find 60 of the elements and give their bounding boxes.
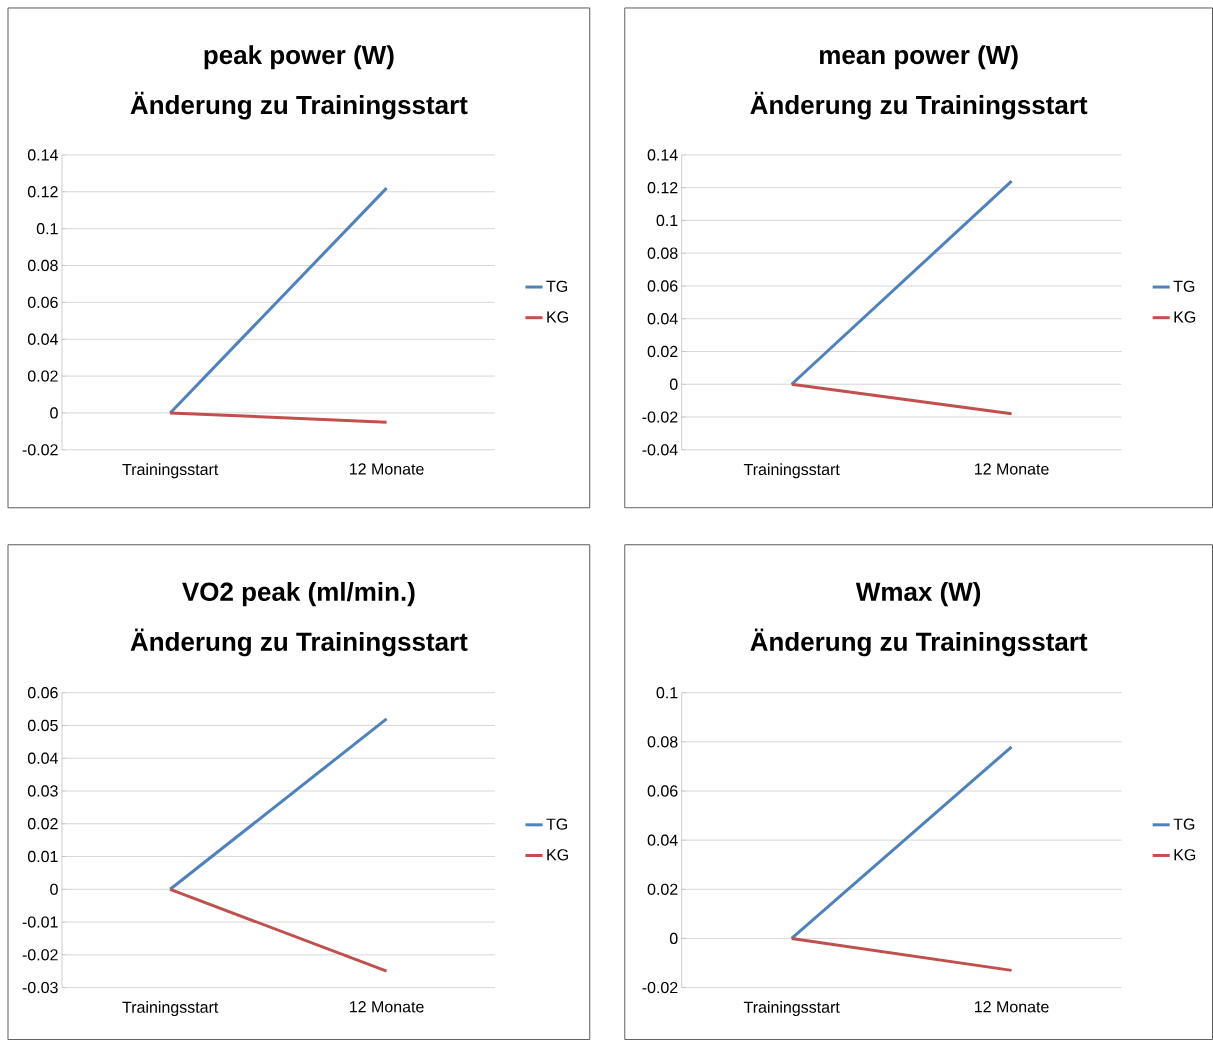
legend-label: TG (1173, 818, 1195, 830)
y-tick-label: -0.01 (22, 916, 58, 928)
y-tick-label: 0.02 (647, 345, 678, 358)
x-tick-label: Trainingsstart (122, 463, 219, 479)
y-tick-label: 0.04 (27, 333, 58, 345)
y-tick-label: 0.08 (647, 736, 678, 748)
legend-label: KG (1174, 849, 1196, 861)
y-tick-label: -0.03 (22, 981, 58, 994)
y-tick-label: -0.04 (642, 444, 678, 456)
y-tick-label: 0.01 (27, 850, 58, 863)
chart-title: peak power (W) (204, 45, 394, 70)
y-tick-label: 0.05 (27, 719, 58, 732)
y-tick-label: -0.02 (642, 411, 678, 423)
y-tick-label: -0.02 (22, 444, 58, 456)
legend-label: TG (546, 818, 568, 830)
y-tick-label: 0.1 (36, 222, 58, 235)
y-tick-label: 0.06 (27, 296, 58, 308)
x-tick-label: 12 Monate (975, 1001, 1049, 1013)
x-tick-label: 12 Monate (975, 463, 1049, 475)
legend-label: KG (1174, 311, 1196, 323)
y-tick-label: 0.06 (647, 785, 678, 797)
legend-label: TG (546, 280, 568, 292)
y-tick-label: 0.04 (647, 834, 678, 846)
y-tick-label: 0 (50, 883, 58, 895)
chart-title: Wmax (W) (855, 581, 981, 607)
y-tick-label: -0.02 (642, 981, 678, 994)
x-tick-label: 12 Monate (350, 1001, 424, 1013)
y-tick-label: 0.08 (647, 247, 678, 259)
chart-subtitle: Änderung zu Trainingsstart (750, 628, 1088, 657)
x-tick-label: 12 Monate (350, 463, 424, 475)
y-tick-label: 0.12 (647, 182, 678, 194)
legend-label: KG (547, 311, 568, 323)
y-tick-label: 0.04 (27, 752, 58, 764)
y-tick-label: 0 (669, 932, 678, 945)
y-tick-label: 0.12 (27, 186, 58, 198)
y-tick-label: 0 (669, 378, 678, 390)
y-tick-label: 0.06 (27, 687, 58, 699)
y-tick-label: 0.08 (27, 259, 58, 272)
y-tick-label: -0.02 (22, 949, 58, 961)
y-tick-label: 0.14 (647, 149, 678, 161)
legend-label: KG (547, 849, 568, 861)
y-tick-label: 0.04 (647, 313, 678, 325)
y-tick-label: 0.06 (647, 280, 678, 292)
y-tick-label: 0.1 (656, 687, 678, 699)
y-tick-label: 0.02 (27, 818, 58, 830)
x-tick-label: Trainingsstart (122, 1001, 219, 1016)
y-tick-label: 0.02 (27, 370, 58, 382)
chart-title: mean power (W) (819, 45, 1018, 70)
y-tick-label: 0.02 (647, 883, 678, 895)
legend-label: TG (1173, 280, 1195, 292)
x-tick-label: Trainingsstart (743, 463, 840, 479)
y-tick-label: 0.14 (27, 149, 58, 161)
chart-subtitle: Änderung zu Trainingsstart (130, 628, 468, 657)
x-tick-label: Trainingsstart (743, 1001, 840, 1016)
chart-subtitle: Änderung zu Trainingsstart (750, 91, 1088, 120)
chart-subtitle: Änderung zu Trainingsstart (130, 91, 468, 120)
y-tick-label: 0 (50, 407, 58, 419)
chart-title: VO2 peak (ml/min.) (182, 581, 415, 607)
y-tick-label: 0.03 (27, 785, 58, 797)
y-tick-label: 0.1 (656, 214, 678, 227)
